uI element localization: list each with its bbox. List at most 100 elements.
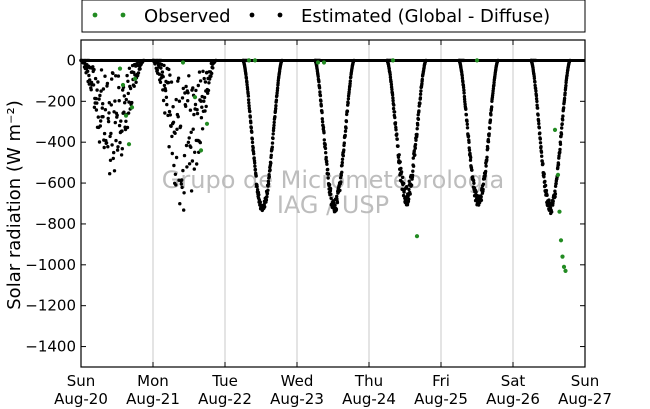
estimated-point [110,77,114,81]
estimated-point [479,198,484,202]
estimated-point [157,72,161,76]
observed-point [315,60,321,65]
estimated-point [534,93,539,98]
estimated-point [486,140,491,144]
x-axis: SunAug-20MonAug-21TueAug-22WedAug-23ThuA… [54,40,612,408]
estimated-point [184,104,188,109]
watermark-line-1: Grupo de Micrometeorologia [162,166,504,194]
estimated-point [164,95,169,100]
estimated-point [92,67,96,72]
estimated-point [479,195,483,199]
estimated-point [395,137,399,141]
estimated-point [274,104,278,108]
estimated-point [391,98,395,103]
estimated-point [462,97,467,101]
estimated-point [208,77,212,81]
estimated-point [191,127,195,131]
estimated-point [244,72,248,77]
estimated-point [267,175,271,179]
y-tick-label: −200 [35,92,76,110]
estimated-point [88,78,92,82]
estimated-point [248,109,252,114]
estimated-point [466,134,471,138]
estimated-point [268,168,272,172]
estimated-point [414,138,418,142]
estimated-point [105,81,110,86]
estimated-point [122,110,126,114]
estimated-point [178,202,182,206]
estimated-point [329,192,333,196]
estimated-point [340,160,344,165]
estimated-point [120,147,125,151]
observed-point [474,58,480,63]
observed-point [192,95,198,100]
estimated-point [481,187,485,192]
estimated-point [460,73,464,78]
estimated-point [251,146,255,150]
estimated-point [106,145,110,149]
estimated-point [95,101,99,105]
estimated-point [114,74,118,78]
estimated-point [339,173,343,178]
estimated-point [197,70,202,74]
estimated-point [106,116,110,121]
estimated-point [246,91,250,96]
estimated-point [558,142,563,146]
observed-point [120,82,126,88]
estimated-point [166,80,171,85]
estimated-point [99,89,103,93]
estimated-point [558,147,562,152]
estimated-point [189,189,194,193]
estimated-point [99,119,103,123]
estimated-point [258,200,262,204]
observed-point [390,58,396,63]
estimated-point [547,198,551,202]
estimated-point [467,148,472,152]
estimated-point [399,166,403,171]
estimated-point [206,91,210,95]
estimated-point [545,193,549,197]
estimated-point [119,119,123,123]
estimated-point [181,168,185,173]
estimated-point [399,170,404,174]
y-tick-label: −1200 [25,297,76,315]
estimated-point [255,188,260,192]
estimated-point [557,154,561,158]
estimated-point [413,153,417,157]
estimated-point [276,81,280,85]
estimated-point [536,119,541,123]
estimated-point [563,91,567,95]
estimated-point [180,96,185,100]
estimated-point [176,76,181,80]
estimated-point [127,66,132,71]
observed-point [552,127,558,132]
estimated-point [392,103,396,107]
estimated-point [107,101,112,105]
x-tick-label-date: Aug-27 [558,390,612,408]
estimated-point [410,173,415,177]
estimated-point [390,93,395,97]
estimated-point [202,76,206,81]
x-tick-label-day: Sat [501,372,526,390]
estimated-point [162,83,167,88]
observed-point [129,105,135,110]
estimated-point [254,174,258,178]
legend-marker-estimated [249,12,255,18]
estimated-point [275,93,279,98]
estimated-point [264,198,269,202]
estimated-point [119,153,124,157]
estimated-point [271,132,275,136]
estimated-point [553,192,558,196]
estimated-point [465,126,470,130]
estimated-point [488,118,493,122]
estimated-point [245,83,249,87]
estimated-point [253,161,257,165]
estimated-point [481,182,486,186]
estimated-point [168,73,172,77]
estimated-point [177,99,182,103]
estimated-point [125,73,129,78]
estimated-point [407,197,411,201]
estimated-point [542,172,546,176]
estimated-point [346,97,351,101]
observed-point [563,268,568,273]
